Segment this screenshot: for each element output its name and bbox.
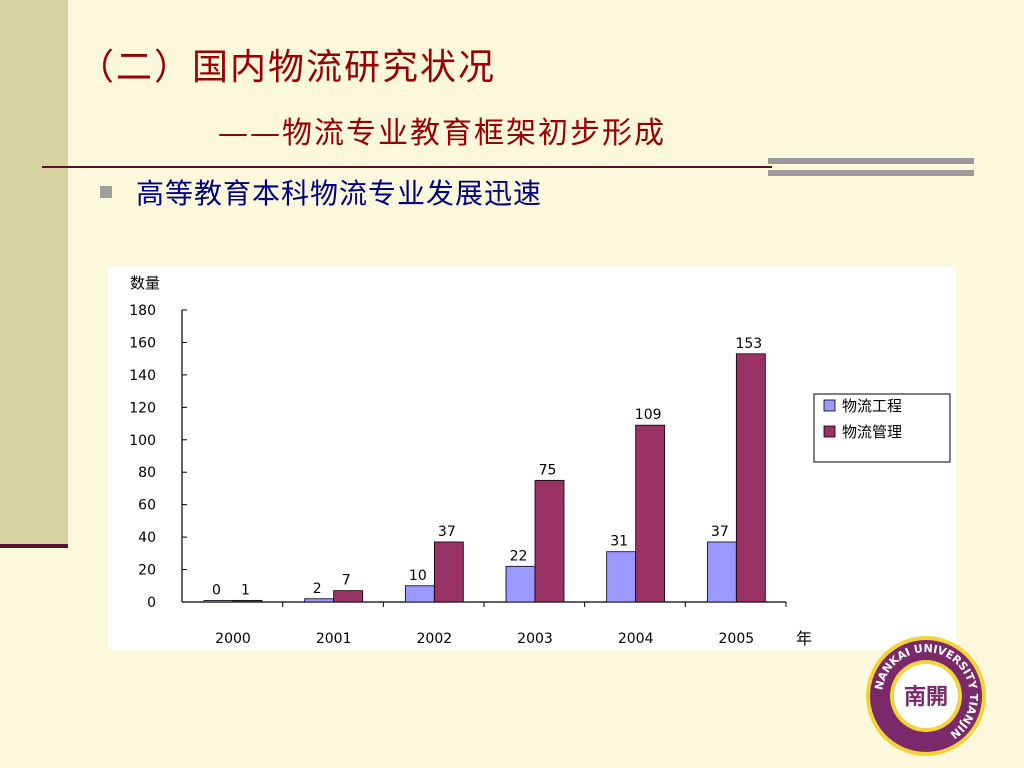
chart-svg: 0 20 40 60 80 100 120 140 160 180 数量年 2000 0 1 2001 2 7 2… [129, 274, 951, 648]
bullet-square-icon [100, 186, 112, 198]
y-tick-label: 120 [129, 400, 156, 416]
seal-icon: NANKAI UNIVERSITY TIANJIN 南開 [866, 636, 986, 756]
data-label: 31 [610, 534, 628, 550]
y-tick-label: 140 [129, 368, 156, 384]
data-label: 75 [539, 462, 557, 478]
bar [404, 585, 435, 603]
data-label: 7 [342, 573, 351, 589]
bar [304, 598, 335, 603]
slide-subtitle: ——物流专业教育框架初步形成 [218, 116, 666, 151]
data-label: 10 [409, 568, 427, 584]
y-tick-label: 100 [129, 433, 156, 449]
x-tick-label: 2003 [517, 631, 553, 647]
data-label: 153 [735, 336, 762, 352]
data-label: 2 [313, 581, 322, 597]
x-tick-label: 2004 [618, 631, 654, 647]
university-seal: NANKAI UNIVERSITY TIANJIN 南開 [864, 634, 988, 758]
divider-gray-bar-top [768, 158, 974, 164]
bar [635, 424, 666, 603]
y-tick-label: 0 [147, 595, 156, 611]
data-label: 109 [635, 407, 662, 423]
legend-box [813, 393, 951, 463]
data-label: 0 [212, 583, 221, 599]
x-tick-label: 2002 [417, 631, 453, 647]
bar [232, 599, 263, 603]
bar [534, 479, 565, 603]
legend-swatch [823, 399, 836, 412]
x-tick-label: 2001 [316, 631, 352, 647]
bar [606, 551, 637, 603]
y-axis-title: 数量 [130, 274, 160, 292]
divider-gray-bar-bottom [768, 170, 974, 176]
left-decor-line [0, 544, 68, 548]
bar [433, 541, 464, 603]
slide-title: （二）国内物流研究状况 [78, 47, 497, 88]
bar [203, 600, 234, 603]
x-tick-label: 2005 [719, 631, 755, 647]
seal-center-text: 南開 [904, 684, 948, 710]
data-label: 37 [438, 524, 456, 540]
y-tick-label: 20 [138, 563, 156, 579]
x-axis-title: 年 [796, 629, 812, 648]
y-tick-label: 80 [138, 465, 156, 481]
title-divider [42, 166, 772, 168]
bar [505, 565, 536, 603]
x-tick-label: 2000 [215, 631, 251, 647]
bar [735, 353, 766, 603]
legend-swatch [823, 425, 836, 438]
data-label: 22 [510, 548, 528, 564]
y-tick-label: 40 [138, 530, 156, 546]
left-decor-bar [0, 0, 68, 548]
y-tick-label: 60 [138, 498, 156, 514]
legend-label: 物流工程 [842, 397, 902, 415]
bar [706, 541, 737, 603]
data-label: 37 [711, 524, 729, 540]
y-tick-label: 160 [129, 335, 156, 351]
data-label: 1 [241, 582, 250, 598]
y-tick-label: 180 [129, 303, 156, 319]
bar [333, 590, 364, 603]
legend-label: 物流管理 [842, 423, 902, 441]
bullet-text: 高等教育本科物流专业发展迅速 [136, 177, 543, 210]
bar-chart: 0 20 40 60 80 100 120 140 160 180 数量年 2000 0 1 2001 2 7 2… [108, 266, 956, 650]
